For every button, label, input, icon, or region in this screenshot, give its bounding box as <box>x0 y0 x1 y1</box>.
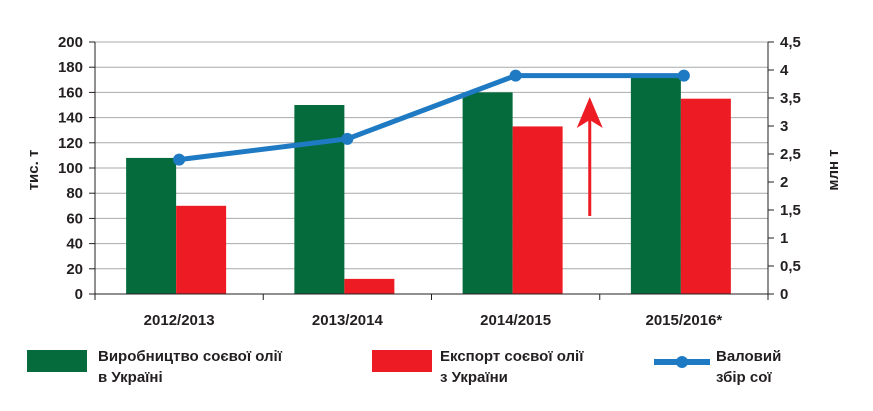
category-label: 2013/2014 <box>312 312 384 329</box>
legend-swatch-production <box>27 350 87 372</box>
left-tick-label: 200 <box>58 34 83 51</box>
bars <box>126 77 731 295</box>
legend-swatch-export <box>372 350 432 372</box>
chart: 0 20 40 60 80 100 120 140 160 180 200 0 0,5 1 1,5 2 2,5… <box>25 34 842 329</box>
legend-swatch-harvest <box>654 356 710 368</box>
right-tick-label: 3 <box>780 118 788 135</box>
bar-export <box>176 205 227 294</box>
right-tick-label: 4 <box>780 62 789 79</box>
right-axis-label: млн т <box>825 149 842 190</box>
left-axis-ticks: 0 20 40 60 80 100 120 140 160 180 200 <box>58 34 83 303</box>
legend-label-production: Виробництво соєвої олії в Україні <box>98 348 282 386</box>
line-point <box>509 69 522 82</box>
left-tick-label: 60 <box>66 210 83 227</box>
left-tick-label: 80 <box>66 185 83 202</box>
left-axis-label: тис. т <box>25 150 42 191</box>
left-tick-label: 140 <box>58 110 83 127</box>
bar-production <box>126 157 177 294</box>
category-label: 2015/2016* <box>646 312 723 329</box>
left-tick-label: 20 <box>66 261 83 278</box>
line-series <box>173 69 690 166</box>
line-point <box>677 69 690 82</box>
up-arrow-head <box>576 97 603 128</box>
category-label: 2012/2013 <box>144 312 215 329</box>
bar-export <box>344 278 395 294</box>
bar-production <box>630 77 681 294</box>
line-point <box>341 132 354 145</box>
right-tick-label: 0,5 <box>780 258 801 275</box>
left-tick-label: 180 <box>58 59 83 76</box>
left-tick-label: 120 <box>58 135 83 152</box>
category-label: 2014/2015 <box>480 312 551 329</box>
right-tick-label: 1,5 <box>780 202 801 219</box>
right-axis-ticks: 0 0,5 1 1,5 2 2,5 3 3,5 4 4,5 <box>780 34 801 303</box>
right-tick-label: 2 <box>780 174 788 191</box>
left-tick-label: 160 <box>58 84 83 101</box>
bar-production <box>294 105 345 294</box>
legend-label-harvest: Валовий збір сої <box>716 348 782 386</box>
axes <box>89 41 774 300</box>
right-tick-label: 4,5 <box>780 34 801 51</box>
left-tick-label: 100 <box>58 160 83 177</box>
left-tick-label: 0 <box>75 286 83 303</box>
bar-export <box>680 98 731 294</box>
legend-label-export: Експорт соєвої олії з України <box>440 348 584 386</box>
right-tick-label: 3,5 <box>780 90 801 107</box>
left-tick-label: 40 <box>66 236 83 253</box>
right-tick-label: 1 <box>780 230 788 247</box>
bar-production <box>462 92 513 295</box>
bar-export <box>512 126 563 294</box>
line-harvest <box>178 73 684 163</box>
line-point <box>173 153 186 166</box>
annotation <box>576 97 603 216</box>
category-labels: 2012/2013 2013/2014 2014/2015 2015/2016* <box>144 312 723 329</box>
right-tick-label: 2,5 <box>780 146 801 163</box>
right-tick-label: 0 <box>780 286 788 303</box>
